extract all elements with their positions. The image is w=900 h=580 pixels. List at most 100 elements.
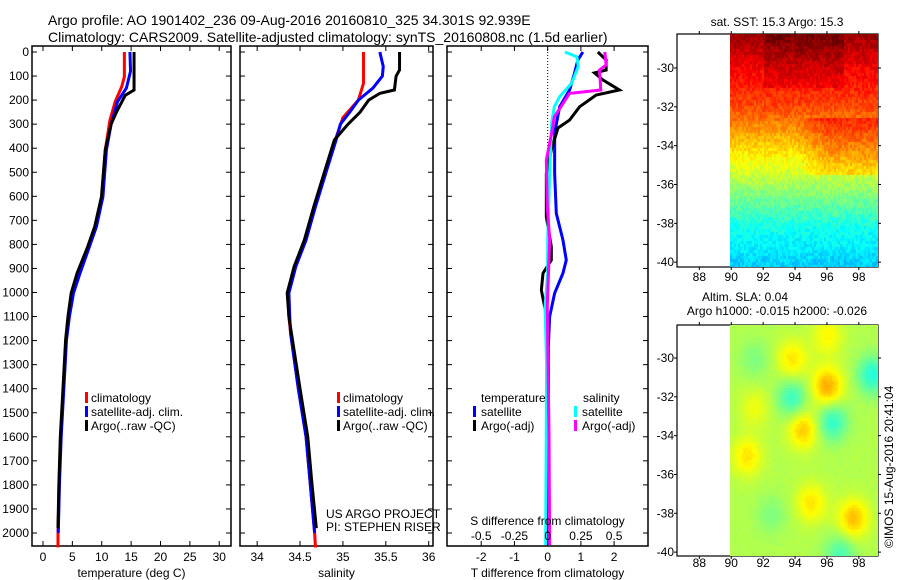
lon-tick-label: 90 [725,270,739,284]
lat-tick-label: -36 [657,467,675,481]
panel-salinity [239,45,434,548]
legend-label: climatology [343,391,403,405]
x-tick-label: 0 [40,550,47,564]
sla-map-image [730,325,878,556]
depth-tick-label: 1200 [2,334,29,348]
series-salinity-argo-adj- [544,51,608,546]
series-argo-raw-qc- [285,52,402,529]
lon-tick-label: 94 [788,556,802,570]
x-tick-label: 30 [213,550,227,564]
lon-tick-label: 88 [693,556,707,570]
s-tick-label: 0.5 [606,529,623,543]
legend-label-t_sat: satellite [481,405,522,419]
depth-tick-label: 2000 [2,526,29,540]
series-salinity-satellite [543,50,580,546]
depth-tick-label: 500 [9,165,29,179]
x-tick-label: 34 [250,550,264,564]
lat-tick-label: -40 [657,255,675,269]
lat-tick-label: -40 [657,545,675,559]
lat-tick-label: -36 [657,177,675,191]
depth-tick-label: 1500 [2,406,29,420]
depth-tick-label: 0 [22,45,29,59]
x-tick-label: -2 [476,550,487,564]
legend-label: satellite-adj. clim. [343,405,435,419]
x-tick-label: 0 [544,550,551,564]
depth-tick-label: 1700 [2,454,29,468]
x-tick-label: 15 [124,550,138,564]
x-tick-label: 1 [578,550,585,564]
x-tick-label: -1 [509,550,520,564]
sst-map-title: sat. SST: 15.3 Argo: 15.3 [711,15,844,29]
x-tick-label: 34.5 [288,550,312,564]
legend-label: Argo(..raw -QC) [343,419,428,433]
legend-label: satellite-adj. clim. [91,405,183,419]
x-axis-label: T difference from climatology [471,566,625,580]
lat-tick-label: -30 [657,351,675,365]
legend-temperature-heading: temperature [481,391,546,405]
x-tick-label: 36 [422,550,436,564]
lon-tick-label: 88 [693,270,707,284]
x-tick-label: 2 [611,550,618,564]
s-tick-label: 0.25 [569,529,593,543]
depth-tick-label: 1300 [2,358,29,372]
depth-tick-label: 900 [9,261,29,275]
panel-difference [446,45,649,547]
legend-swatch [574,406,577,417]
x-tick-label: 35 [336,550,350,564]
lat-tick-label: -38 [657,216,675,230]
lon-tick-label: 90 [725,556,739,570]
lon-tick-label: 92 [756,556,770,570]
lat-tick-label: -32 [657,390,675,404]
lat-tick-label: -34 [657,429,675,443]
lon-tick-label: 92 [756,270,770,284]
title-line-1: Argo profile: AO 1901402_236 09-Aug-2016… [48,12,531,28]
series-climatology [56,52,126,548]
legend-swatch [85,406,88,417]
x-tick-label: 5 [69,550,76,564]
depth-tick-label: 1800 [2,478,29,492]
depth-tick-label: 1900 [2,502,29,516]
legend-label-s_sat: satellite [582,405,623,419]
lon-tick-label: 98 [852,556,866,570]
series-satellite-adj-clim- [287,51,385,534]
legend-salinity-heading: salinity [583,391,620,405]
lon-tick-label: 96 [820,556,834,570]
series-argo-raw-qc- [56,52,136,529]
legend-label-s_argo: Argo(-adj) [582,419,635,433]
legend-swatch [574,420,577,431]
depth-tick-label: 800 [9,237,29,251]
legend-swatch [473,406,476,417]
depth-tick-label: 1000 [2,286,29,300]
lat-tick-label: -34 [657,139,675,153]
lat-tick-label: -32 [657,100,675,114]
depth-tick-label: 600 [9,189,29,203]
depth-tick-label: 400 [9,141,29,155]
lon-tick-label: 96 [820,270,834,284]
depth-tick-label: 100 [9,69,29,83]
project-credit: US ARGO PROJECT [326,507,441,521]
s-tick-label: 0 [544,529,551,543]
sst-map-image [730,34,878,267]
x-tick-label: 20 [154,550,168,564]
axes-frame [239,45,434,547]
s-tick-label: -0.25 [501,529,529,543]
x-tick-label: 25 [183,550,197,564]
depth-tick-label: 1100 [3,310,29,324]
depth-tick-label: 200 [9,93,29,107]
x-tick-label: 10 [95,550,109,564]
lat-tick-label: -38 [657,506,675,520]
sla-map-subtitle: Argo h1000: -0.015 h2000: -0.026 [687,304,867,318]
s-axis-label: S difference from climatology [470,514,625,528]
legend-swatch [473,420,476,431]
sla-map-title: Altim. SLA: 0.04 [702,290,788,304]
legend-label: Argo(..raw -QC) [91,419,176,433]
x-axis-label: temperature (deg C) [77,566,185,580]
legend-swatch [85,420,88,431]
legend-label: climatology [91,391,151,405]
lon-tick-label: 98 [852,270,866,284]
legend-swatch [337,420,340,431]
pi-credit: PI: STEPHEN RISER [326,520,441,534]
depth-tick-label: 300 [9,117,29,131]
